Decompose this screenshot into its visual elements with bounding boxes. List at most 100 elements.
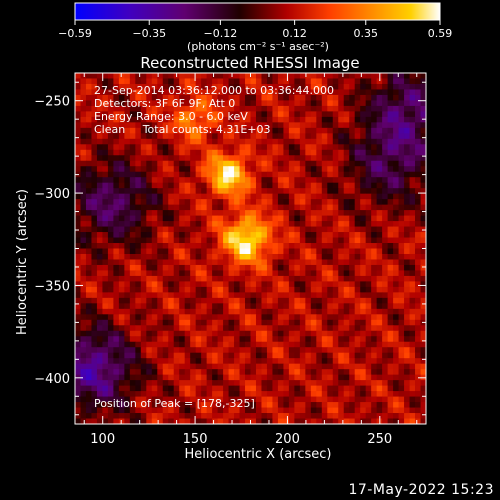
- heatmap-pixel: [349, 248, 356, 255]
- heatmap-pixel: [184, 259, 191, 266]
- heatmap-pixel: [140, 418, 147, 425]
- heatmap-pixel: [382, 199, 389, 206]
- heatmap-pixel: [343, 243, 350, 249]
- heatmap-pixel: [365, 210, 372, 216]
- heatmap-pixel: [272, 303, 279, 310]
- heatmap-pixel: [294, 122, 301, 129]
- heatmap-pixel: [327, 138, 334, 145]
- heatmap-pixel: [217, 347, 224, 354]
- heatmap-pixel: [212, 127, 218, 134]
- heatmap-pixel: [217, 286, 224, 293]
- heatmap-pixel: [343, 314, 350, 321]
- heatmap-pixel: [217, 418, 224, 425]
- heatmap-pixel: [376, 292, 383, 299]
- heatmap-pixel: [277, 396, 284, 403]
- heatmap-pixel: [91, 144, 98, 151]
- heatmap-pixel: [80, 330, 87, 337]
- heatmap-pixel: [140, 73, 147, 79]
- heatmap-pixel: [343, 122, 350, 129]
- heatmap-pixel: [201, 237, 208, 244]
- heatmap-pixel: [239, 160, 246, 167]
- heatmap-pixel: [316, 232, 323, 238]
- heatmap-pixel: [173, 83, 180, 90]
- heatmap-pixel: [124, 330, 131, 337]
- heatmap-pixel: [420, 105, 427, 112]
- heatmap-pixel: [245, 100, 251, 107]
- heatmap-pixel: [277, 210, 284, 216]
- heatmap-pixel: [206, 199, 213, 206]
- heatmap-pixel: [140, 281, 147, 288]
- heatmap-pixel: [140, 204, 147, 211]
- heatmap-pixel: [162, 226, 169, 233]
- heatmap-pixel: [327, 352, 334, 359]
- heatmap-pixel: [162, 303, 169, 310]
- heatmap-pixel: [360, 89, 367, 96]
- heatmap-pixel: [266, 297, 273, 304]
- heatmap-pixel: [354, 73, 361, 79]
- heatmap-pixel: [327, 94, 334, 101]
- heatmap-pixel: [404, 177, 410, 184]
- heatmap-pixel: [398, 259, 405, 266]
- heatmap-pixel: [305, 116, 312, 123]
- heatmap-pixel: [151, 237, 158, 244]
- heatmap-pixel: [75, 204, 81, 211]
- heatmap-pixel: [179, 237, 186, 244]
- heatmap-pixel: [234, 73, 240, 79]
- heatmap-pixel: [343, 193, 350, 200]
- heatmap-pixel: [420, 182, 427, 189]
- heatmap-pixel: [135, 232, 142, 238]
- heatmap-pixel: [80, 144, 87, 151]
- heatmap-pixel: [140, 144, 147, 151]
- heatmap-pixel: [272, 105, 279, 112]
- heatmap-pixel: [420, 160, 427, 167]
- heatmap-pixel: [201, 308, 208, 315]
- heatmap-pixel: [404, 160, 410, 167]
- heatmap-pixel: [118, 292, 125, 299]
- heatmap-pixel: [85, 270, 92, 277]
- heatmap-pixel: [387, 347, 394, 354]
- heatmap-pixel: [146, 149, 153, 156]
- heatmap-pixel: [266, 275, 273, 282]
- heatmap-pixel: [212, 314, 218, 321]
- heatmap-pixel: [179, 188, 186, 195]
- heatmap-pixel: [387, 105, 394, 112]
- heatmap-pixel: [162, 407, 169, 414]
- heatmap-pixel: [179, 100, 186, 107]
- heatmap-pixel: [179, 160, 186, 167]
- heatmap-pixel: [228, 73, 235, 79]
- heatmap-pixel: [420, 122, 427, 129]
- heatmap-pixel: [310, 319, 317, 326]
- heatmap-pixel: [173, 122, 180, 129]
- y-axis: −250−300−350−400: [34, 81, 426, 416]
- heatmap-pixel: [124, 199, 131, 206]
- heatmap-pixel: [228, 111, 235, 118]
- heatmap-pixel: [250, 248, 257, 255]
- heatmap-pixel: [316, 264, 323, 271]
- heatmap-pixel: [206, 243, 213, 249]
- heatmap-pixel: [245, 237, 251, 244]
- heatmap-pixel: [168, 116, 175, 123]
- heatmap-pixel: [343, 83, 350, 90]
- heatmap-pixel: [195, 199, 202, 206]
- heatmap-pixel: [343, 281, 350, 288]
- heatmap-pixel: [113, 243, 120, 249]
- heatmap-pixel: [206, 210, 213, 216]
- heatmap-pixel: [398, 308, 405, 315]
- heatmap-pixel: [294, 259, 301, 266]
- heatmap-pixel: [217, 188, 224, 195]
- heatmap-pixel: [255, 275, 262, 282]
- heatmap-pixel: [168, 369, 175, 376]
- heatmap-pixel: [294, 221, 301, 227]
- heatmap-pixel: [179, 358, 186, 365]
- heatmap-pixel: [327, 199, 334, 206]
- heatmap-pixel: [239, 73, 246, 79]
- heatmap-pixel: [102, 188, 109, 195]
- heatmap-pixel: [387, 210, 394, 216]
- heatmap-pixel: [206, 369, 213, 376]
- heatmap-pixel: [354, 281, 361, 288]
- heatmap-pixel: [184, 122, 191, 129]
- heatmap-pixel: [195, 133, 202, 140]
- heatmap-pixel: [195, 374, 202, 381]
- heatmap-pixel: [360, 264, 367, 271]
- heatmap-pixel: [415, 275, 421, 282]
